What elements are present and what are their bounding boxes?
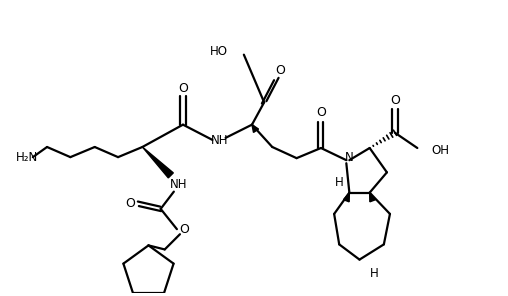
Text: OH: OH (431, 144, 450, 157)
Text: H: H (335, 176, 343, 189)
Text: O: O (179, 223, 189, 236)
Text: H: H (370, 267, 379, 280)
Text: NH: NH (211, 134, 228, 147)
Polygon shape (142, 147, 173, 178)
Text: O: O (125, 197, 135, 210)
Polygon shape (252, 125, 259, 132)
Text: N: N (345, 151, 354, 164)
Text: O: O (178, 82, 188, 95)
Text: H₂N: H₂N (16, 151, 38, 164)
Polygon shape (370, 193, 375, 202)
Text: O: O (316, 106, 326, 119)
Polygon shape (343, 193, 350, 202)
Text: O: O (275, 65, 285, 77)
Text: NH: NH (170, 178, 187, 191)
Text: O: O (390, 94, 400, 107)
Text: HO: HO (210, 45, 228, 58)
